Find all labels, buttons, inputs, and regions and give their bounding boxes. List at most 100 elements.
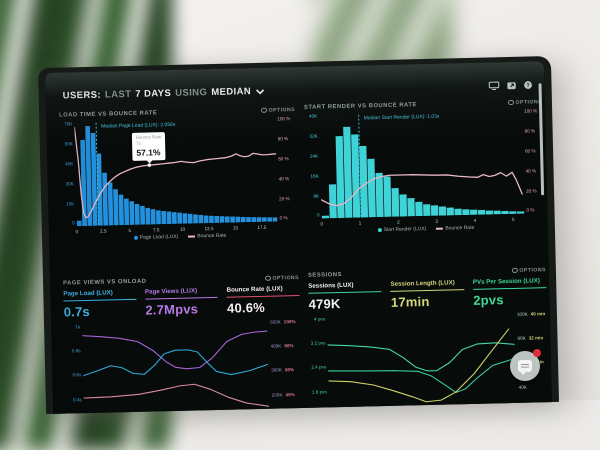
legend-marker [134,236,138,240]
panel-page-views-vs-onload: PAGE VIEWS VS ONLOAD OPTIONS Page Load (… [63,273,302,414]
chevron-down-icon[interactable] [255,88,264,94]
options-button[interactable]: OPTIONS [508,99,542,106]
axis-tick-label: 75K [59,122,72,127]
legend-item[interactable]: Page Load (LUX) [134,234,179,241]
axis-tick-label: 10 [180,227,185,232]
axis-tick-label: 40% [285,393,294,398]
tooltip-value: 57.1% [136,147,162,158]
dashboard-screen: USERS: LAST 7 DAYS USING MEDIAN ? LOAD T… [45,61,552,414]
chat-widget-button[interactable] [510,351,540,381]
axis-tick-label: 40K [304,115,317,120]
help-icon[interactable]: ? [523,80,532,89]
axis-tick-label: 3.2 pvs [310,341,326,346]
axis-tick-label: 0 [76,229,79,234]
panel-start-render-vs-bounce-rate: START RENDER VS BOUNCE RATE OPTIONS 40K 3… [304,97,546,263]
panel-title: START RENDER VS BOUNCE RATE [304,102,417,111]
axis-tick-label: 2.4 pvs [310,366,326,371]
axis-tick-label: 400K [271,344,282,349]
axis-tick-label: 2 [397,220,400,225]
aggregation-selector[interactable]: MEDIAN [211,86,251,98]
axis-tick-label: 80% [284,344,293,349]
chart-plot[interactable]: Median Start Render (LUX): 1.03s [319,110,524,219]
metric-label: PVs Per Session (LUX) [473,277,547,289]
axis-tick-label: 20 % [279,197,297,202]
metric-label: Page Load (LUX) [63,289,136,301]
axis-tick-label: 2.5 [100,229,107,234]
panel-load-time-vs-bounce-rate: LOAD TIME VS BOUNCE RATE OPTIONS 75K 60K 4… [59,105,299,271]
metric-card: Session Length (LUX) 17min [390,279,464,309]
y-axis-right: 100 %80 %60 %40 %20 %0 % [275,117,297,221]
metric-card: Bounce Rate (LUX)40.6% [227,285,300,315]
axis-tick-label: 15 [233,225,238,230]
metric-label: Session Length (LUX) [390,279,464,291]
options-button[interactable]: OPTIONS [261,107,295,114]
metric-cards: Sessions (LUX) 479K Session Length (LUX) 17… [308,277,547,311]
legend-item[interactable]: Bounce Rate [436,225,474,232]
notification-badge [533,349,541,357]
chart-plot[interactable]: Median Page Load (LUX): 2.056s Bounce Ra… [74,118,277,227]
axis-tick-label: 5 [128,228,131,233]
axis-tick-label: 16K [306,174,319,179]
axis-tick-label: 60 % [278,157,296,162]
metric-value: 479K [308,295,382,312]
chart-plot[interactable] [327,310,516,404]
metric-card: Page Views (LUX)2.7Mpvs [145,287,218,317]
legend-marker [436,228,443,230]
axis-tick-label: 0 % [526,209,544,214]
metric-label: Page Views (LUX) [145,287,218,299]
share-icon[interactable] [506,81,516,90]
using-label: USING [175,87,207,99]
axis-tick-label: 0.6s [65,374,81,379]
axis-tick-label: 0.8s [65,349,81,354]
users-label: USERS: [63,90,102,102]
dashboard-title: USERS: LAST 7 DAYS USING MEDIAN [63,86,265,102]
metric-cards: Page Load (LUX)0.7s Page Views (LUX)2.7Mp… [63,285,300,319]
axis-tick-label: 45K [60,162,73,167]
legend-label: Start Render (LUX) [383,226,426,233]
axis-tick-label: 0 % [280,216,298,221]
axis-tick-label: 32 min [529,336,544,341]
display-icon[interactable] [488,81,499,90]
gear-icon [265,275,271,281]
gear-icon [512,268,518,274]
axis-tick-label: 24K [305,154,318,159]
options-button[interactable]: OPTIONS [512,267,546,274]
metric-card: Page Load (LUX)0.7s [63,289,136,319]
chart-plot[interactable] [82,318,269,412]
tooltip-x: 7s [136,140,162,146]
axis-tick-label: 500K [270,320,281,325]
options-button[interactable]: OPTIONS [265,275,299,282]
axis-tick-label: 40 min [531,312,546,317]
axis-tick-label: 30K [61,182,74,187]
axis-tick-label: 300K [271,369,282,374]
metric-value: 17min [391,293,465,310]
range-value[interactable]: 7 DAYS [135,88,171,100]
range-prefix: LAST [105,89,132,101]
axis-tick-label: 100 % [277,117,295,122]
axis-tick-label: 0 [62,222,75,227]
axis-tick-label: 60K [60,142,73,147]
axis-tick-label: 200K [272,393,283,398]
axis-tick-label: 1.6 pvs [311,390,327,395]
metric-card: Sessions (LUX) 479K [308,281,382,311]
panel-title: PAGE VIEWS VS ONLOAD [63,278,146,286]
axis-tick-label: 32K [305,134,318,139]
legend-marker [378,228,382,232]
legend-item[interactable]: Bounce Rate [188,233,226,240]
panel-title: LOAD TIME VS BOUNCE RATE [59,110,157,118]
axis-tick-label: 80 % [278,137,296,142]
legend-label: Bounce Rate [445,225,474,232]
metric-label: Sessions (LUX) [308,281,382,293]
metric-value: 0.7s [64,302,137,319]
chat-icon [518,360,532,372]
axis-tick-label: 100% [284,320,296,325]
laptop-bezel: USERS: LAST 7 DAYS USING MEDIAN ? LOAD T… [38,56,559,414]
legend-item[interactable]: Start Render (LUX) [377,226,426,233]
tooltip-series: Bounce Rate [136,134,162,140]
